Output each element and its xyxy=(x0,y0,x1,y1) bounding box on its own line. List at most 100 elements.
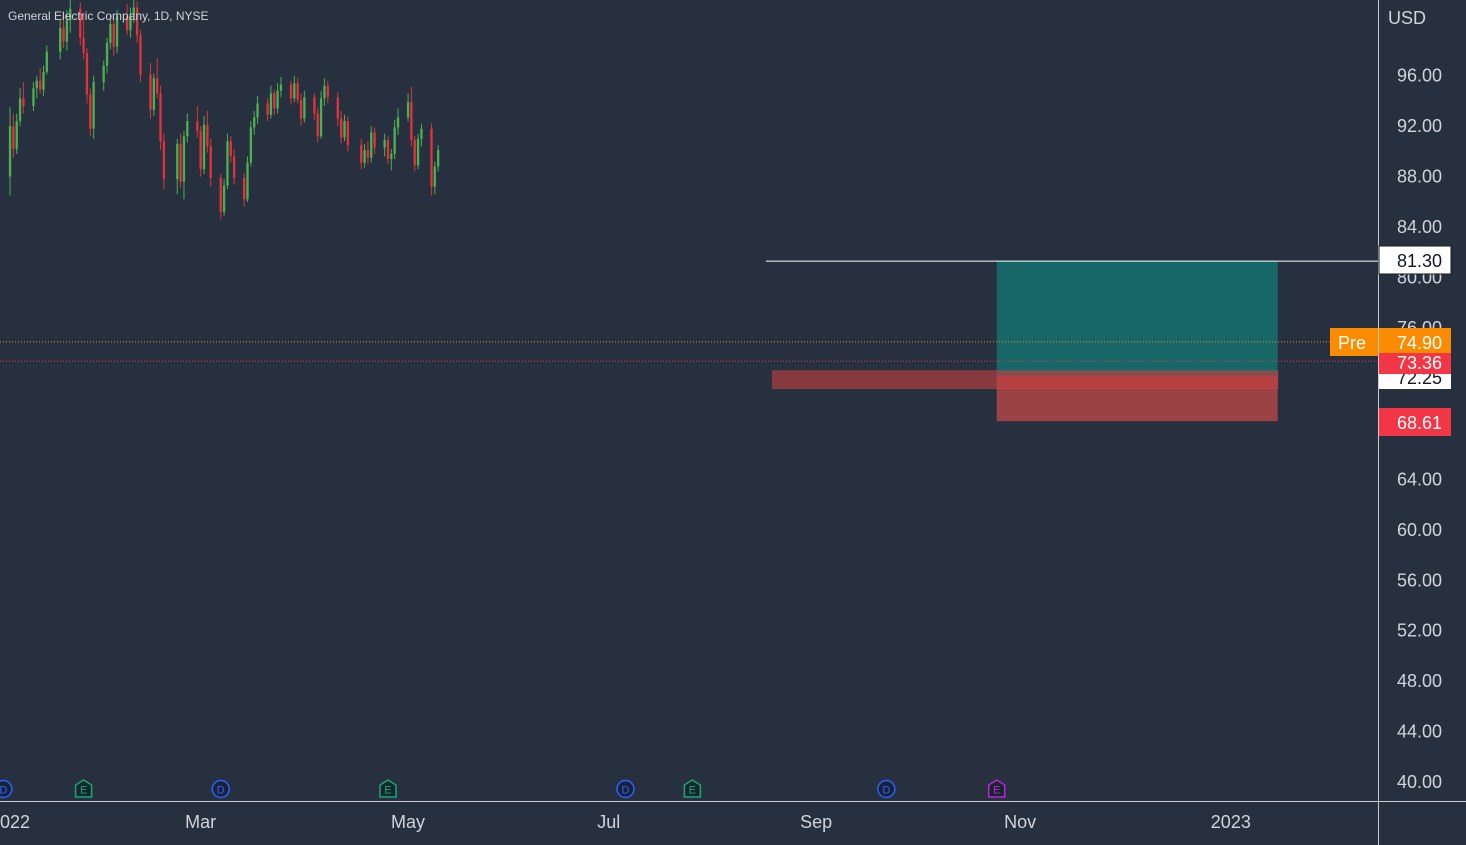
y-tick-label: 96.00 xyxy=(1397,66,1442,86)
candle-body xyxy=(186,121,189,137)
earnings-icon xyxy=(987,779,1006,798)
candle-body xyxy=(65,20,69,42)
target-badge-text: 81.30 xyxy=(1397,251,1442,271)
candle-body xyxy=(159,93,162,142)
x-tick-label: Nov xyxy=(1004,812,1036,832)
y-tick-label: 84.00 xyxy=(1397,217,1442,237)
candle-body xyxy=(406,102,410,118)
candle-body xyxy=(303,97,306,119)
x-tick-label: Sep xyxy=(800,812,832,832)
candle-body xyxy=(209,146,212,178)
target-badge-bg xyxy=(1378,245,1452,275)
candle-body xyxy=(112,23,115,47)
event-letter: E xyxy=(993,785,1000,797)
price-badges: 72.25 81.30 Pre 74.90 73.36 68.61 xyxy=(1330,245,1452,436)
candle-body xyxy=(273,93,276,109)
candle-body xyxy=(42,71,45,90)
candle-body xyxy=(222,185,226,212)
candle-body xyxy=(196,121,199,132)
candle-body xyxy=(232,156,236,178)
candle-body xyxy=(436,150,440,167)
candle-body xyxy=(85,52,89,95)
pre-price-badge-bg xyxy=(1379,328,1451,356)
pre-label-badge-text: Pre xyxy=(1338,333,1366,353)
position-zones xyxy=(772,261,1279,422)
candle-body xyxy=(115,16,119,47)
y-tick-label: 52.00 xyxy=(1397,621,1442,641)
x-tick-label: 2023 xyxy=(1211,812,1251,832)
candle-body xyxy=(32,88,35,106)
candle-body xyxy=(89,94,92,129)
candle-body xyxy=(125,16,129,31)
candle-body xyxy=(390,153,393,159)
candle-body xyxy=(18,98,22,122)
candle-body xyxy=(360,145,363,163)
event-letter: E xyxy=(689,785,696,797)
candle-body xyxy=(266,103,269,115)
candle-body xyxy=(176,143,179,180)
candle-body xyxy=(339,118,343,138)
pre-label-badge-bg xyxy=(1330,328,1378,356)
price-lines xyxy=(0,260,1378,362)
candle-body xyxy=(62,27,65,42)
candle-body xyxy=(152,78,156,110)
candle-body xyxy=(413,140,416,166)
candle-body xyxy=(15,121,18,149)
dividend-icon xyxy=(211,779,230,799)
last-price-badge-bg xyxy=(1379,353,1451,374)
candle-body xyxy=(102,65,105,82)
candle-body xyxy=(393,127,396,154)
candle-body xyxy=(316,113,319,137)
y-tick-label: 60.00 xyxy=(1397,520,1442,540)
candle-body xyxy=(336,97,339,119)
x-tick-label: May xyxy=(391,812,425,832)
candle-body xyxy=(105,42,109,66)
currency-label: USD xyxy=(1388,8,1426,28)
y-tick-label: 48.00 xyxy=(1397,671,1442,691)
candle-body xyxy=(343,121,346,138)
candle-body xyxy=(253,117,256,128)
stop-badge-text: 68.61 xyxy=(1397,413,1442,433)
earnings-icon xyxy=(74,779,93,798)
candle-body xyxy=(313,97,316,114)
pre-price-badge-text: 74.90 xyxy=(1397,333,1442,353)
candle-body xyxy=(45,51,48,72)
candle-body xyxy=(162,141,166,180)
candle-body xyxy=(383,140,386,148)
candle-body xyxy=(296,83,299,100)
x-tick-label: 2022 xyxy=(0,812,30,832)
candle-body xyxy=(289,84,293,99)
stop-badge-bg xyxy=(1379,408,1451,436)
candle-body xyxy=(132,7,135,16)
event-letter: D xyxy=(217,785,225,797)
candle-body xyxy=(219,177,222,212)
time-axis[interactable]: 2022 Mar May Jul Sep Nov 2023 xyxy=(0,812,1251,832)
event-letter: D xyxy=(621,785,629,797)
candle-body xyxy=(79,8,82,38)
candle-body xyxy=(410,102,413,141)
candle-body xyxy=(38,80,42,90)
candle-body xyxy=(129,15,132,31)
candle-body xyxy=(156,78,159,94)
candle-body xyxy=(202,124,206,170)
candle-body xyxy=(249,127,253,163)
candlestick-series xyxy=(8,0,440,220)
candle-body xyxy=(433,166,436,187)
candle-body xyxy=(135,7,139,36)
earnings-icon xyxy=(379,779,397,798)
candle-body xyxy=(373,132,376,148)
candle-body xyxy=(206,124,209,147)
candle-body xyxy=(386,140,390,159)
candle-body xyxy=(430,128,433,187)
event-letter: D xyxy=(882,785,890,797)
symbol-title[interactable]: General Electric Company, 1D, NYSE xyxy=(8,9,209,23)
candle-body xyxy=(229,141,232,157)
event-letter: D xyxy=(0,785,7,797)
candle-body xyxy=(276,90,279,109)
candle-body xyxy=(12,126,15,149)
y-tick-label: 56.00 xyxy=(1397,570,1442,590)
candle-body xyxy=(22,98,25,106)
candle-body xyxy=(416,138,420,166)
candle-body xyxy=(139,35,142,75)
